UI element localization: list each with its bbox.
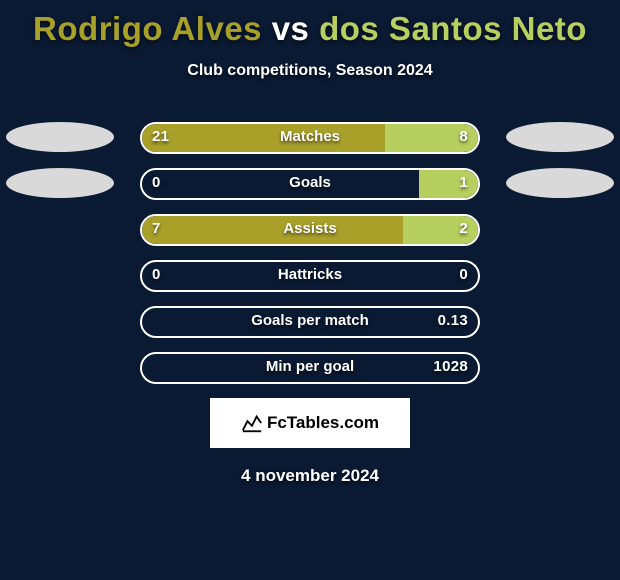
stat-label: Hattricks: [140, 260, 480, 292]
stat-row: Hattricks0 0: [0, 260, 620, 292]
stat-label: Matches: [140, 122, 480, 154]
date: 4 november 2024: [0, 466, 620, 486]
logo-text: FcTables.com: [267, 413, 379, 433]
stat-label: Min per goal: [140, 352, 480, 384]
player-badge-ellipse: [6, 168, 114, 198]
comparison-title: Rodrigo Alves vs dos Santos Neto: [0, 0, 620, 48]
player-badge-ellipse: [506, 122, 614, 152]
stat-value-right: 0.13: [438, 306, 468, 338]
stat-label: Goals: [140, 168, 480, 200]
stat-value-right: 2: [459, 214, 468, 246]
stats-container: Matches218Goals01Assists72Hattricks00Goa…: [0, 122, 620, 384]
player2-name: dos Santos Neto: [319, 10, 587, 47]
chart-icon: [241, 412, 263, 434]
stat-value-left: 7: [152, 214, 161, 246]
player1-name: Rodrigo Alves: [33, 10, 262, 47]
player-badge-ellipse: [506, 168, 614, 198]
stat-value-right: 1028: [433, 352, 468, 384]
stat-value-right: 0: [459, 260, 468, 292]
stat-label: Assists: [140, 214, 480, 246]
vs-text: vs: [272, 10, 310, 47]
stat-row: Goals per match0.13: [0, 306, 620, 338]
subtitle: Club competitions, Season 2024: [0, 62, 620, 80]
stat-label: Goals per match: [140, 306, 480, 338]
stat-value-left: 21: [152, 122, 169, 154]
logo-box: FcTables.com: [210, 398, 410, 448]
stat-value-right: 1: [459, 168, 468, 200]
stat-value-left: 0: [152, 168, 161, 200]
logo: FcTables.com: [241, 412, 379, 434]
stat-row: Min per goal1028: [0, 352, 620, 384]
stat-value-right: 8: [459, 122, 468, 154]
stat-row: Assists7 2: [0, 214, 620, 246]
player-badge-ellipse: [6, 122, 114, 152]
stat-value-left: 0: [152, 260, 161, 292]
